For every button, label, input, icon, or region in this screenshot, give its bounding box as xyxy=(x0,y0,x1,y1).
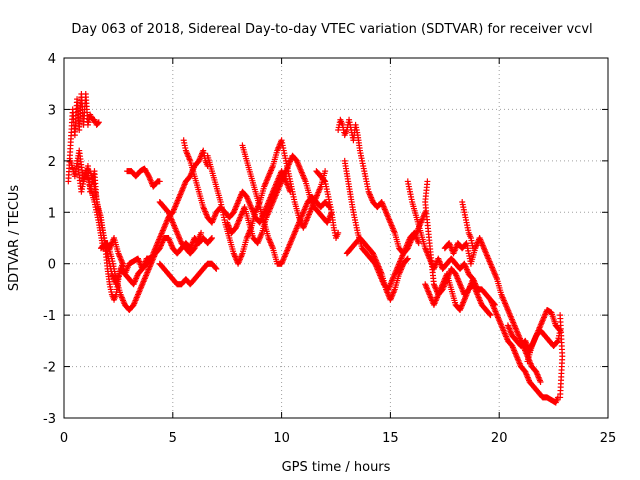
data-point xyxy=(322,168,329,175)
y-tick-label: 2 xyxy=(48,155,56,170)
x-tick-label: 10 xyxy=(273,431,290,446)
data-point xyxy=(487,312,494,319)
data-series-sdtvar xyxy=(65,91,566,406)
data-point xyxy=(404,256,411,263)
y-tick-label: -3 xyxy=(43,412,56,427)
data-point xyxy=(486,311,493,318)
x-axis-label: GPS time / hours xyxy=(282,460,391,475)
y-tick-label: -2 xyxy=(43,361,56,376)
x-tick-label: 15 xyxy=(382,431,399,446)
x-tick-label: 5 xyxy=(169,431,177,446)
y-tick-label: 0 xyxy=(48,258,56,273)
data-point xyxy=(470,245,477,252)
axis-ticks: 0 5 10 15 20 25 -3 -2 -1 0 1 2 3 4 xyxy=(43,52,616,446)
data-point xyxy=(119,260,126,267)
x-tick-label: 25 xyxy=(600,431,617,446)
data-point xyxy=(95,119,102,126)
data-point xyxy=(212,265,219,271)
data-point xyxy=(145,172,152,178)
y-tick-label: 4 xyxy=(48,52,56,67)
data-point xyxy=(557,394,564,401)
plot-frame xyxy=(63,57,609,419)
grid xyxy=(64,58,608,418)
x-tick-label: 0 xyxy=(60,431,68,446)
data-point xyxy=(198,229,205,236)
data-point xyxy=(156,178,163,185)
data-point xyxy=(321,177,328,184)
data-point xyxy=(474,286,481,293)
data-point xyxy=(208,235,215,242)
data-point xyxy=(415,240,422,247)
y-tick-label: 1 xyxy=(48,206,56,221)
y-axis-label: SDTVAR / TECUs xyxy=(7,185,22,292)
chart-title: Day 063 of 2018, Sidereal Day-to-day VTE… xyxy=(71,22,592,37)
y-tick-label: 3 xyxy=(48,103,56,118)
data-point xyxy=(404,255,411,262)
data-point xyxy=(213,265,220,272)
data-point xyxy=(554,338,561,345)
y-tick-label: -1 xyxy=(43,309,56,324)
data-point xyxy=(208,235,215,241)
x-tick-label: 20 xyxy=(491,431,508,446)
data-point xyxy=(335,229,342,236)
data-point xyxy=(537,379,544,385)
data-point xyxy=(95,120,102,127)
